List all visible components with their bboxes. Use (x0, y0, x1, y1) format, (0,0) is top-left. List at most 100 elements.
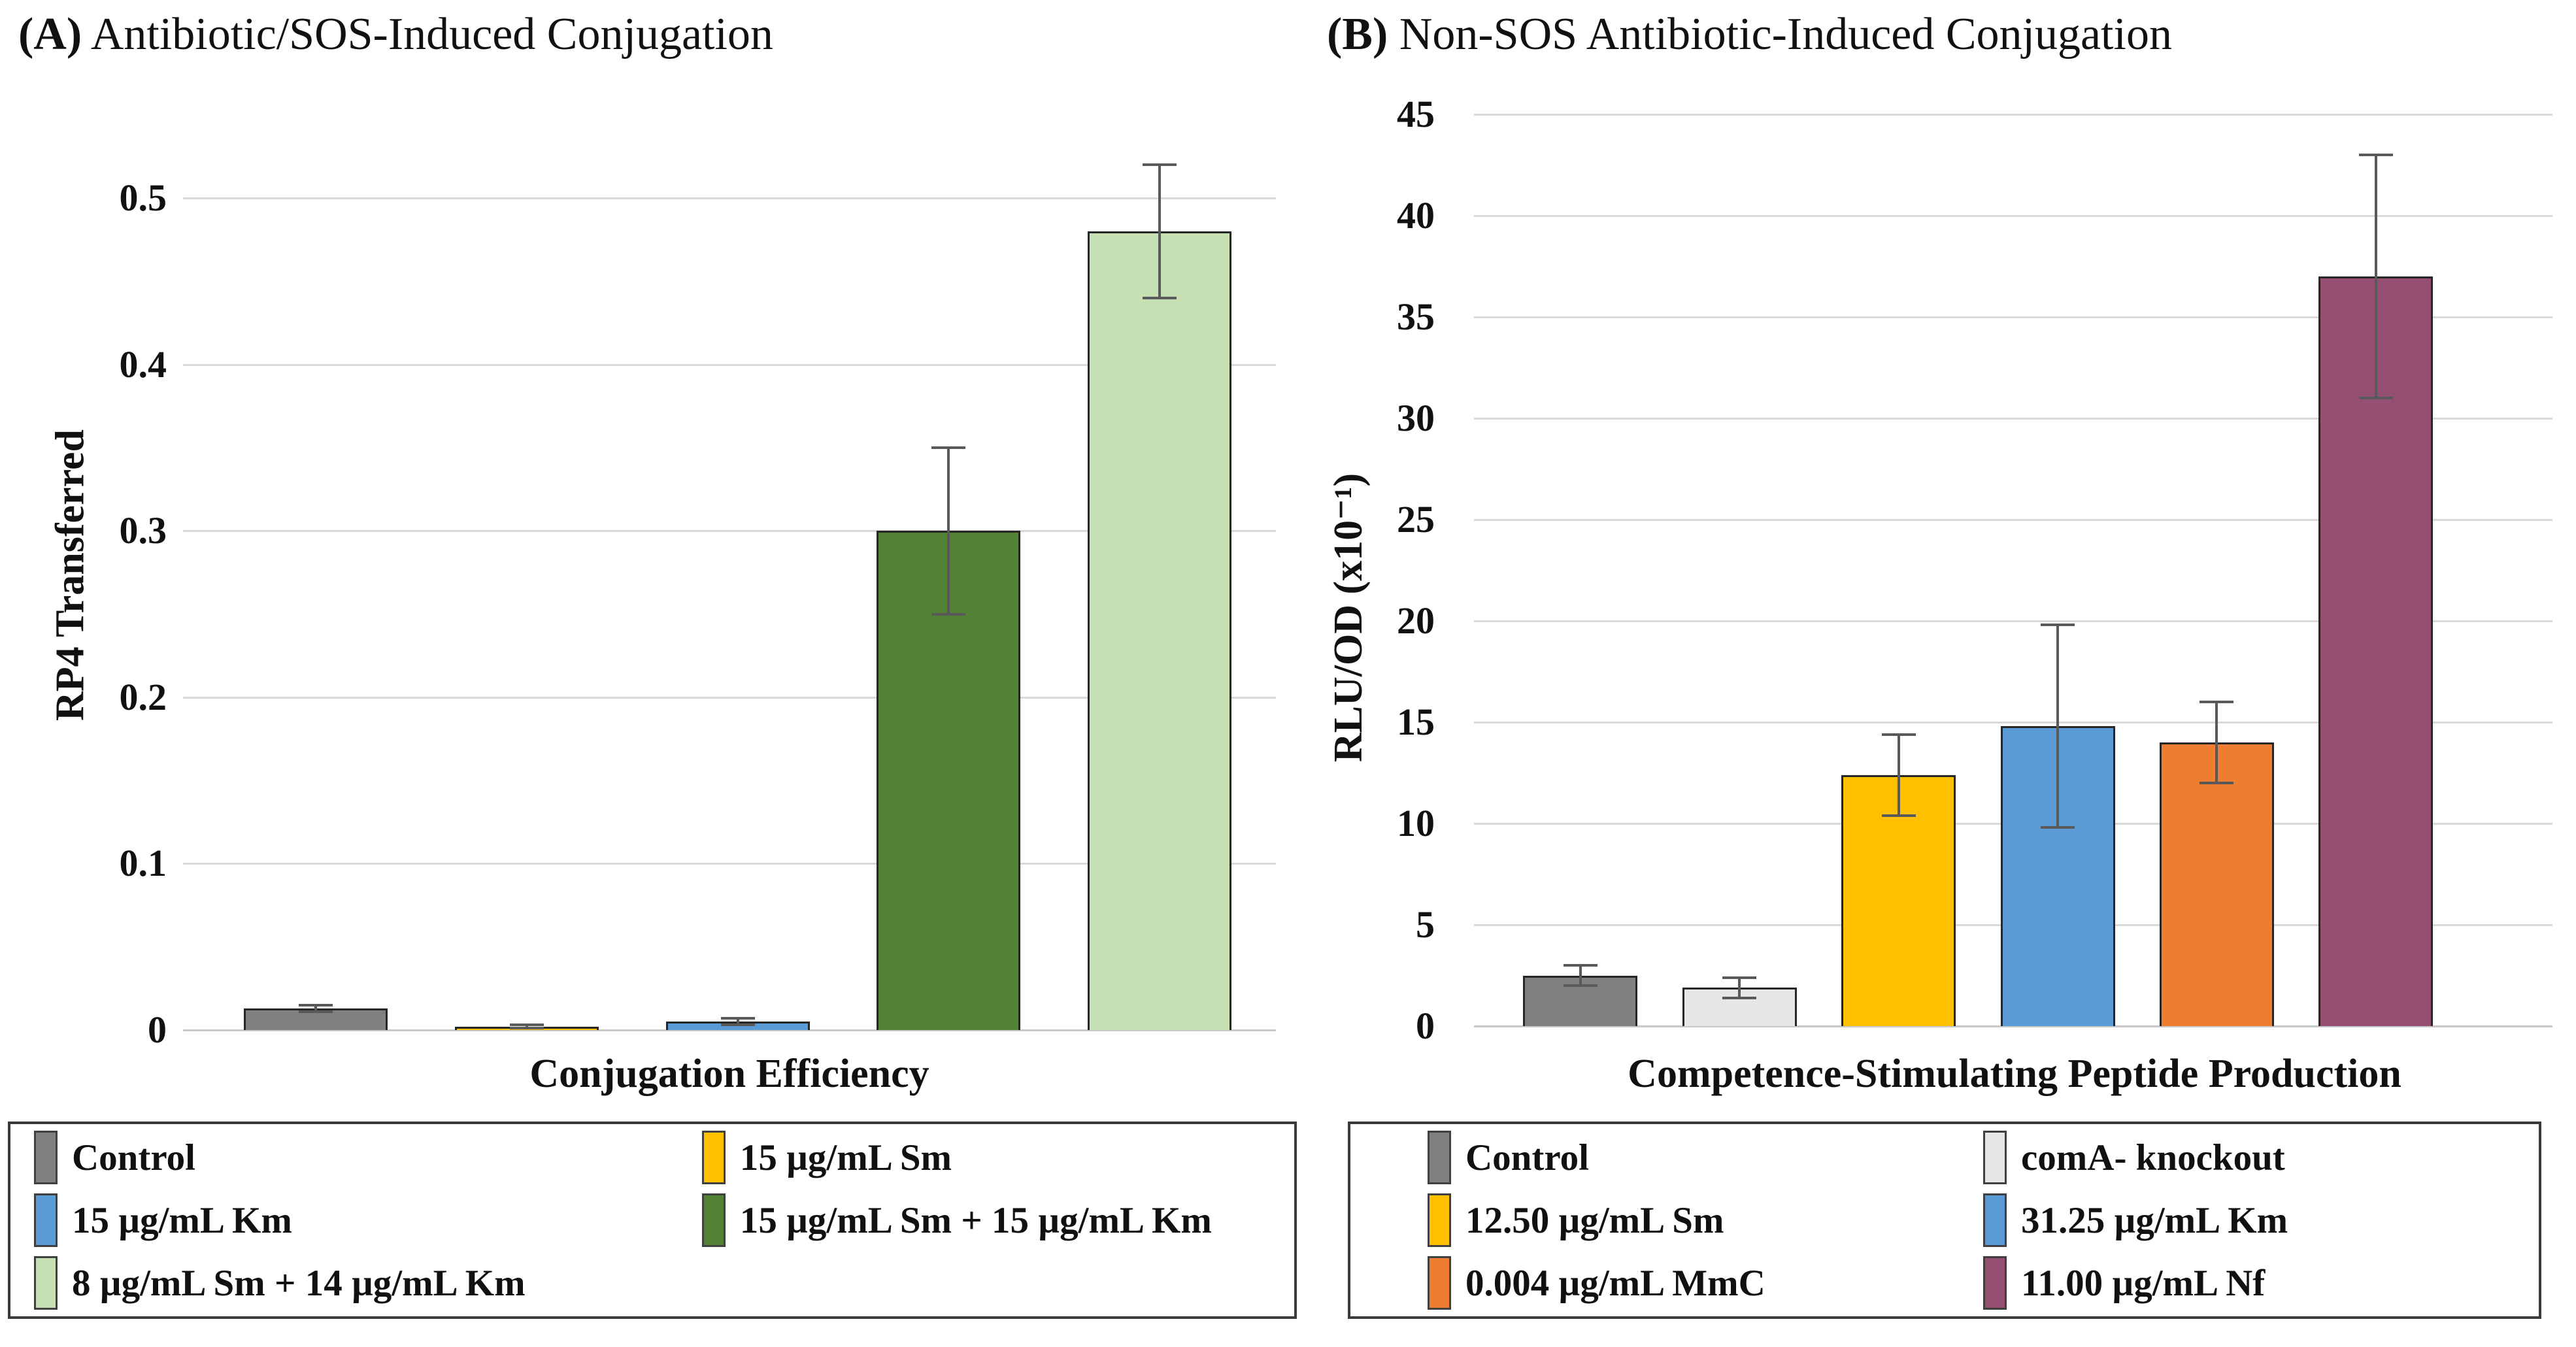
gridline (1474, 519, 2552, 521)
plot-area-a (183, 115, 1276, 1031)
error-bar-cap (720, 1023, 755, 1027)
legend-swatch (1983, 1131, 2007, 1184)
error-bar-cap (2200, 782, 2234, 784)
error-bar-cap (720, 1017, 755, 1020)
gridline (1474, 620, 2552, 622)
plot-area-b (1474, 114, 2552, 1027)
error-bar-cap (2041, 826, 2075, 829)
error-bar-cap (2041, 624, 2075, 627)
gridline (1474, 316, 2552, 318)
y-tick-label: 0 (148, 1008, 167, 1051)
error-bar (2056, 625, 2060, 828)
y-tick-label: 45 (1397, 93, 1435, 135)
legend-label: 0.004 µg/mL MmC (1465, 1262, 1765, 1304)
legend-label: comA- knockout (2021, 1137, 2285, 1178)
legend-label: 11.00 µg/mL Nf (2021, 1262, 2266, 1304)
legend-item: 31.25 µg/mL Km (1983, 1189, 2539, 1252)
legend-label: 15 µg/mL Sm + 15 µg/mL Km (739, 1199, 1212, 1241)
error-bar-cap (1722, 976, 1757, 979)
x-axis-label-a: Conjugation Efficiency (529, 1052, 929, 1096)
legend-swatch (1983, 1256, 2007, 1310)
gridline (183, 696, 1276, 699)
x-axis-line (1474, 1025, 2552, 1027)
error-bar-cap (509, 1023, 544, 1027)
error-bar (1897, 734, 1900, 816)
legend-swatch (34, 1256, 58, 1310)
legend-label: Control (1465, 1137, 1589, 1178)
legend-item: 15 µg/mL Sm (701, 1126, 1294, 1189)
error-bar (525, 1025, 528, 1029)
error-bar (2215, 702, 2218, 783)
y-tick-label: 0.4 (119, 342, 167, 386)
legend-item: 0.004 µg/mL MmC (1428, 1252, 1983, 1314)
error-bar-cap (299, 1003, 333, 1006)
legend-item: 15 µg/mL Km (34, 1189, 702, 1252)
legend-label: Control (72, 1137, 195, 1178)
y-tick-label: 15 (1397, 701, 1435, 743)
y-tick-label: 20 (1397, 599, 1435, 642)
legend-label: 15 µg/mL Sm (739, 1137, 952, 1178)
bar-b-3 (1841, 774, 1956, 1026)
legend-swatch (701, 1193, 726, 1247)
x-axis-line (183, 1029, 1276, 1031)
gridline (1474, 722, 2552, 723)
error-bar-cap (1563, 964, 1597, 967)
error-bar-cap (1142, 163, 1177, 167)
gridline (1474, 215, 2552, 217)
y-tick-label: 0.3 (119, 509, 167, 552)
legend-swatch (1428, 1256, 1451, 1310)
legend-box-a: Control 15 µg/mL Sm 15 µg/mL Km 15 µg/mL Sm… (8, 1122, 1297, 1319)
gridline (183, 363, 1276, 366)
panel-antibiotic-sos-conjugation: (A) Antibiotic/SOS-Induced Conjugation R… (8, 9, 1297, 1319)
error-bar-cap (509, 1027, 544, 1030)
error-bar (947, 448, 950, 614)
gridline (183, 197, 1276, 200)
legend-item: 12.50 µg/mL Sm (1428, 1189, 1983, 1252)
y-tick-label: 25 (1397, 498, 1435, 540)
legend-item: Control (34, 1126, 702, 1189)
legend-swatch (1428, 1193, 1451, 1247)
legend-swatch (1983, 1193, 2007, 1247)
error-bar-cap (1722, 996, 1757, 999)
error-bar (2374, 155, 2377, 398)
y-tick-label: 10 (1397, 802, 1435, 844)
legend-swatch (1428, 1131, 1451, 1184)
error-bar (1579, 965, 1582, 986)
y-tick-label: 0.2 (119, 675, 167, 718)
legend-item: comA- knockout (1983, 1126, 2539, 1189)
error-bar-cap (1563, 984, 1597, 987)
error-bar (736, 1018, 739, 1025)
chart-title-a-text: Antibiotic/SOS-Induced Conjugation (82, 9, 773, 59)
error-bar (1158, 165, 1161, 298)
error-bar (1738, 977, 1741, 998)
chart-title-b-text: Non-SOS Antibiotic-Induced Conjugation (1388, 9, 2172, 59)
legend-item: 11.00 µg/mL Nf (1983, 1252, 2539, 1314)
legend-box-b: Control comA- knockout 12.50 µg/mL Sm 31.25… (1348, 1122, 2541, 1319)
bar-b-6 (2318, 276, 2434, 1026)
legend-label: 12.50 µg/mL Sm (1465, 1199, 1724, 1241)
bar-a-5 (1087, 231, 1231, 1030)
error-bar-cap (1881, 814, 1916, 817)
y-tick-label: 30 (1397, 397, 1435, 439)
legend-label: 31.25 µg/mL Km (2021, 1199, 2288, 1241)
legend-swatch (34, 1131, 58, 1184)
legend-label: 8 µg/mL Sm + 14 µg/mL Km (72, 1262, 526, 1304)
gridline (1474, 418, 2552, 420)
chart-title-b-prefix: (B) (1327, 9, 1388, 59)
gridline (1474, 114, 2552, 116)
panel-non-sos-conjugation: (B) Non-SOS Antibiotic-Induced Conjugati… (1301, 0, 2576, 1347)
legend-item: 15 µg/mL Sm + 15 µg/mL Km (701, 1189, 1294, 1252)
chart-title-a: (A) Antibiotic/SOS-Induced Conjugation (18, 9, 773, 59)
error-bar-cap (931, 612, 966, 616)
bar-b-5 (2159, 742, 2274, 1026)
gridline (183, 530, 1276, 533)
legend-item: Control (1428, 1126, 1983, 1189)
error-bar-cap (299, 1010, 333, 1013)
error-bar-cap (931, 446, 966, 450)
chart-title-b: (B) Non-SOS Antibiotic-Induced Conjugati… (1327, 9, 2172, 59)
legend-label: 15 µg/mL Km (72, 1199, 292, 1241)
y-tick-label: 0 (1416, 1005, 1435, 1047)
legend-swatch (34, 1193, 58, 1247)
gridline (183, 863, 1276, 865)
error-bar-cap (1881, 733, 1916, 736)
